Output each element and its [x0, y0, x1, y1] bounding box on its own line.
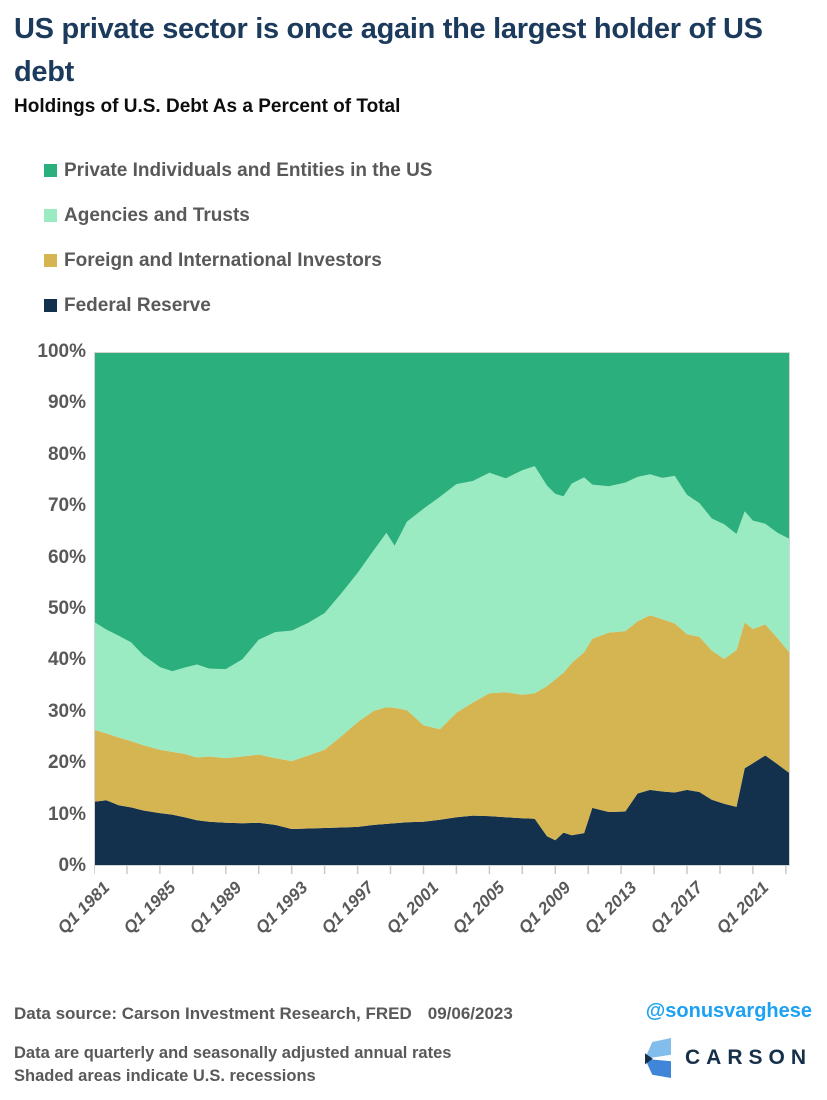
legend-swatch-icon [44, 254, 57, 267]
y-axis-tick-label: 50% [47, 598, 86, 619]
area-agencies [94, 466, 790, 762]
y-axis-tick-label: 90% [47, 392, 86, 414]
x-axis-tick-label: Q1 2009 [515, 878, 575, 938]
legend-label: Federal Reserve [64, 294, 211, 316]
legend-label: Private Individuals and Entities in the … [64, 159, 433, 181]
x-axis-tick-label: Q1 1997 [317, 878, 377, 938]
plot-area [93, 352, 790, 876]
x-axis-tick-label: Q1 2013 [581, 878, 641, 938]
x-axis-tick-label: Q1 1981 [53, 878, 114, 938]
x-axis-tick-label: Q1 2021 [712, 878, 773, 938]
y-axis-tick-label: 40% [47, 649, 86, 671]
page-title-line2: debt [14, 56, 75, 88]
chart-subtitle: Holdings of U.S. Debt As a Percent of To… [14, 96, 401, 117]
footer-note-2: Shaded areas indicate U.S. recessions [14, 1067, 316, 1085]
x-axis-tick-label: Q1 1989 [185, 878, 246, 938]
legend-label: Agencies and Trusts [64, 204, 250, 226]
plot-border [94, 352, 790, 866]
data-source-line: Data source: Carson Investment Research,… [14, 1004, 513, 1024]
legend-swatch-icon [44, 209, 57, 222]
stacked-area-chart [93, 352, 790, 874]
twitter-handle[interactable]: @sonusvarghese [645, 1000, 812, 1022]
legend-swatch-icon [44, 164, 57, 177]
x-axis-tick-label: Q1 2017 [646, 878, 707, 938]
legend-swatch-icon [44, 299, 57, 312]
x-axis-tick-label: Q1 2005 [449, 878, 509, 938]
x-axis-tick-label: Q1 1993 [251, 878, 312, 938]
legend-item: Private Individuals and Entities in the … [44, 148, 432, 193]
y-axis-tick-label: 30% [47, 700, 86, 722]
area-private [94, 352, 790, 672]
page-title-line1: US private sector is once again the larg… [14, 13, 763, 45]
footer-note-1: Data are quarterly and seasonally adjust… [14, 1044, 452, 1062]
carson-chevron-icon [644, 1038, 671, 1078]
y-axis-tick-label: 100% [37, 341, 86, 362]
legend-item: Federal Reserve [44, 283, 432, 328]
legend-label: Foreign and International Investors [64, 249, 382, 271]
chart-legend: Private Individuals and Entities in the … [44, 148, 432, 328]
x-axis-tick-label: Q1 2001 [383, 878, 443, 938]
y-axis-tick-label: 0% [58, 855, 86, 876]
data-source-text: Data source: Carson Investment Research,… [14, 1004, 412, 1023]
page-title: US private sector is once again the larg… [14, 8, 819, 94]
area-foreign [94, 615, 790, 841]
legend-item: Foreign and International Investors [44, 238, 432, 283]
y-axis-tick-label: 10% [47, 803, 86, 825]
footer-notes: Data are quarterly and seasonally adjust… [14, 1042, 451, 1088]
area-fed [94, 755, 790, 866]
y-axis-tick-label: 60% [47, 546, 86, 568]
y-axis-tick-label: 70% [47, 495, 86, 517]
carson-logo: CARSON [644, 1038, 812, 1078]
y-axis-tick-label: 20% [47, 752, 86, 774]
data-source-date: 09/06/2023 [427, 1004, 513, 1023]
x-axis-tick-label: Q1 1985 [119, 878, 180, 938]
carson-logo-text: CARSON [684, 1046, 812, 1069]
y-axis-tick-label: 80% [47, 443, 86, 465]
legend-item: Agencies and Trusts [44, 193, 432, 238]
